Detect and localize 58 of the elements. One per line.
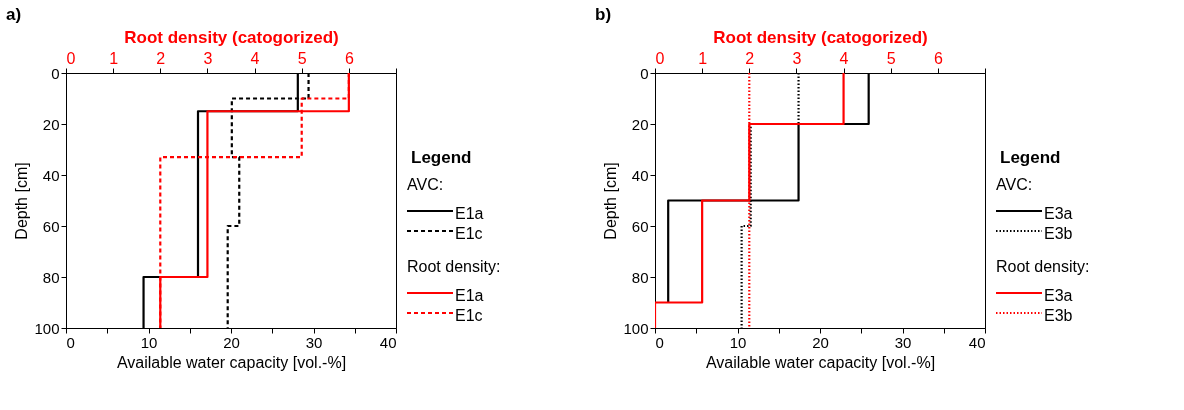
x2-tick-label: 3 bbox=[792, 49, 802, 67]
y-tick-label: 60 bbox=[631, 217, 649, 235]
text: Root density: bbox=[407, 258, 501, 275]
x-tick-label: 0 bbox=[655, 333, 664, 351]
text: AVC: bbox=[407, 176, 444, 193]
y-tick-label: 20 bbox=[631, 115, 649, 133]
x-axis-title: Available water capacity [vol.-%] bbox=[705, 353, 936, 371]
y-axis-title: Depth [cm] bbox=[602, 162, 620, 240]
x2-tick-label: 5 bbox=[297, 49, 307, 67]
x2-tick-label: 2 bbox=[745, 49, 755, 67]
x-tick-label: 10 bbox=[140, 333, 158, 351]
legend-label: E3b bbox=[1044, 307, 1073, 324]
y-tick-label: 0 bbox=[640, 64, 649, 82]
legend-label: E3a bbox=[1044, 205, 1073, 222]
y-tick-label: 40 bbox=[631, 166, 649, 184]
x-tick-label: 20 bbox=[812, 333, 829, 351]
legend-label: E1a bbox=[455, 205, 484, 222]
chart-title: b) bbox=[595, 5, 612, 24]
legend-title: Legend bbox=[1000, 148, 1061, 167]
text: AVC: bbox=[996, 176, 1033, 193]
x2-tick-label: 4 bbox=[839, 49, 849, 67]
x2-tick-label: 0 bbox=[655, 49, 665, 67]
y-tick-label: 80 bbox=[631, 268, 649, 286]
x2-tick-label: 0 bbox=[66, 49, 76, 67]
x2-tick-label: 2 bbox=[156, 49, 166, 67]
y-tick-label: 80 bbox=[42, 268, 60, 286]
x2-tick-label: 5 bbox=[886, 49, 896, 67]
legend-title: Legend bbox=[411, 148, 472, 167]
legend-label: E3a bbox=[1044, 287, 1073, 304]
y-tick-label: 100 bbox=[623, 319, 649, 337]
x2-axis-title: Root density (catogorized) bbox=[124, 27, 339, 47]
legend-label: E1c bbox=[455, 307, 483, 324]
x2-tick-label: 6 bbox=[344, 49, 354, 67]
x-tick-label: 30 bbox=[894, 333, 912, 351]
x-axis-title: Available water capacity [vol.-%] bbox=[116, 353, 347, 371]
text: Root density: bbox=[996, 258, 1090, 275]
x2-tick-label: 1 bbox=[698, 49, 708, 67]
x-tick-label: 40 bbox=[968, 333, 986, 351]
x2-tick-label: 4 bbox=[250, 49, 260, 67]
y-tick-label: 60 bbox=[42, 217, 60, 235]
y-axis-title: Depth [cm] bbox=[13, 162, 31, 240]
x-tick-label: 0 bbox=[66, 333, 75, 351]
x2-tick-label: 3 bbox=[203, 49, 213, 67]
legend-label: E1a bbox=[455, 287, 484, 304]
x2-axis-title: Root density (catogorized) bbox=[713, 27, 928, 47]
legend-label: E3b bbox=[1044, 225, 1073, 242]
y-tick-label: 0 bbox=[51, 64, 60, 82]
x-tick-label: 20 bbox=[223, 333, 240, 351]
y-tick-label: 100 bbox=[34, 319, 60, 337]
y-tick-label: 20 bbox=[42, 115, 60, 133]
x2-tick-label: 1 bbox=[109, 49, 119, 67]
y-tick-label: 40 bbox=[42, 166, 60, 184]
x-tick-label: 10 bbox=[729, 333, 747, 351]
x2-tick-label: 6 bbox=[933, 49, 943, 67]
legend-label: E1c bbox=[455, 225, 483, 242]
x-tick-label: 30 bbox=[305, 333, 323, 351]
x-tick-label: 40 bbox=[379, 333, 397, 351]
chart-title: a) bbox=[6, 5, 22, 24]
